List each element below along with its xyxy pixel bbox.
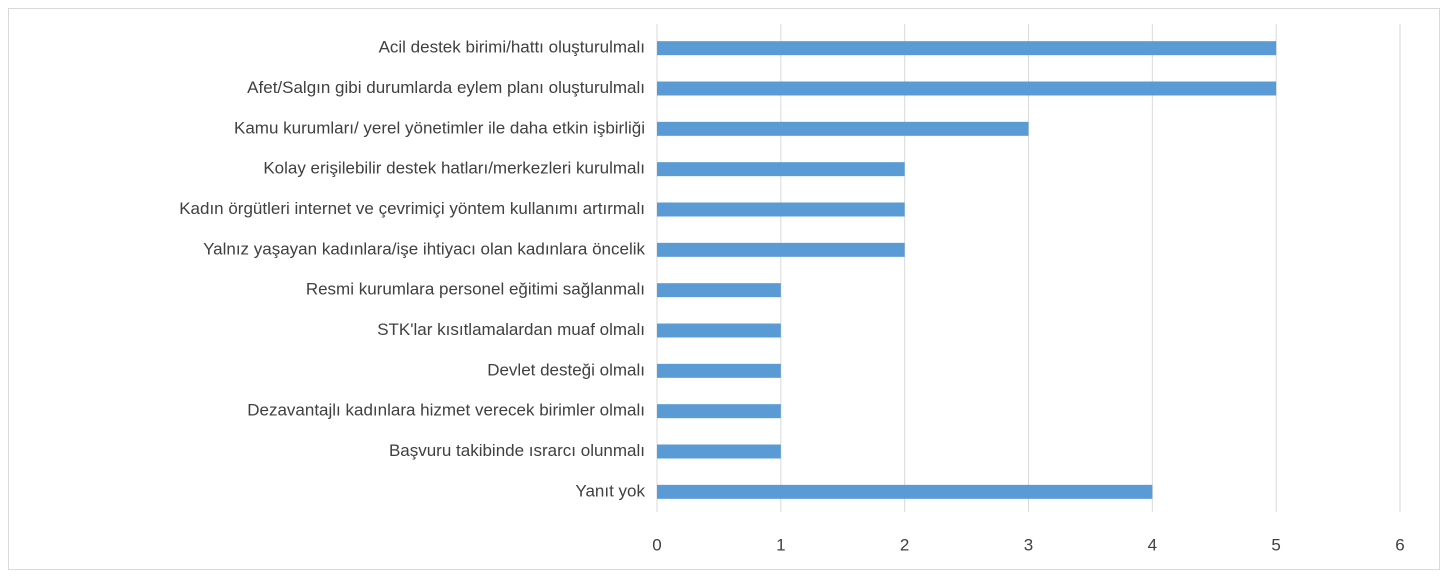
x-tick-label: 6 <box>1395 535 1404 554</box>
bar <box>657 363 781 378</box>
y-tick-label: STK'lar kısıtlamalardan muaf olmalı <box>377 320 645 339</box>
x-tick-label: 5 <box>1271 535 1280 554</box>
x-tick-label: 3 <box>1024 535 1033 554</box>
bar <box>657 81 1277 96</box>
bar <box>657 121 1029 136</box>
bar <box>657 283 781 298</box>
bar <box>657 323 781 338</box>
y-tick-label: Kolay erişilebilir destek hatları/merkez… <box>263 159 645 178</box>
bar <box>657 242 905 257</box>
y-tick-label: Kamu kurumları/ yerel yönetimler ile dah… <box>234 118 645 137</box>
x-tick-label: 2 <box>900 535 909 554</box>
y-tick-label: Yanıt yok <box>575 481 645 500</box>
x-tick-label: 4 <box>1148 535 1157 554</box>
bar <box>657 404 781 419</box>
y-tick-label: Afet/Salgın gibi durumlarda eylem planı … <box>247 78 645 97</box>
y-tick-label: Dezavantajlı kadınlara hizmet verecek bi… <box>247 401 645 420</box>
x-tick-label: 0 <box>652 535 661 554</box>
x-tick-label: 1 <box>776 535 785 554</box>
y-tick-label: Devlet desteği olmalı <box>487 360 645 379</box>
bar <box>657 444 781 459</box>
y-tick-label: Resmi kurumlara personel eğitimi sağlanm… <box>306 280 645 299</box>
bar <box>657 41 1277 56</box>
y-tick-label: Yalnız yaşayan kadınlara/işe ihtiyacı ol… <box>203 239 645 258</box>
bar <box>657 162 905 177</box>
y-tick-label: Acil destek birimi/hattı oluşturulmalı <box>379 38 645 57</box>
bar <box>657 202 905 217</box>
y-tick-label: Başvuru takibinde ısrarcı olunmalı <box>389 441 645 460</box>
bar <box>657 484 1153 499</box>
y-tick-label: Kadın örgütleri internet ve çevrimiçi yö… <box>179 199 645 218</box>
